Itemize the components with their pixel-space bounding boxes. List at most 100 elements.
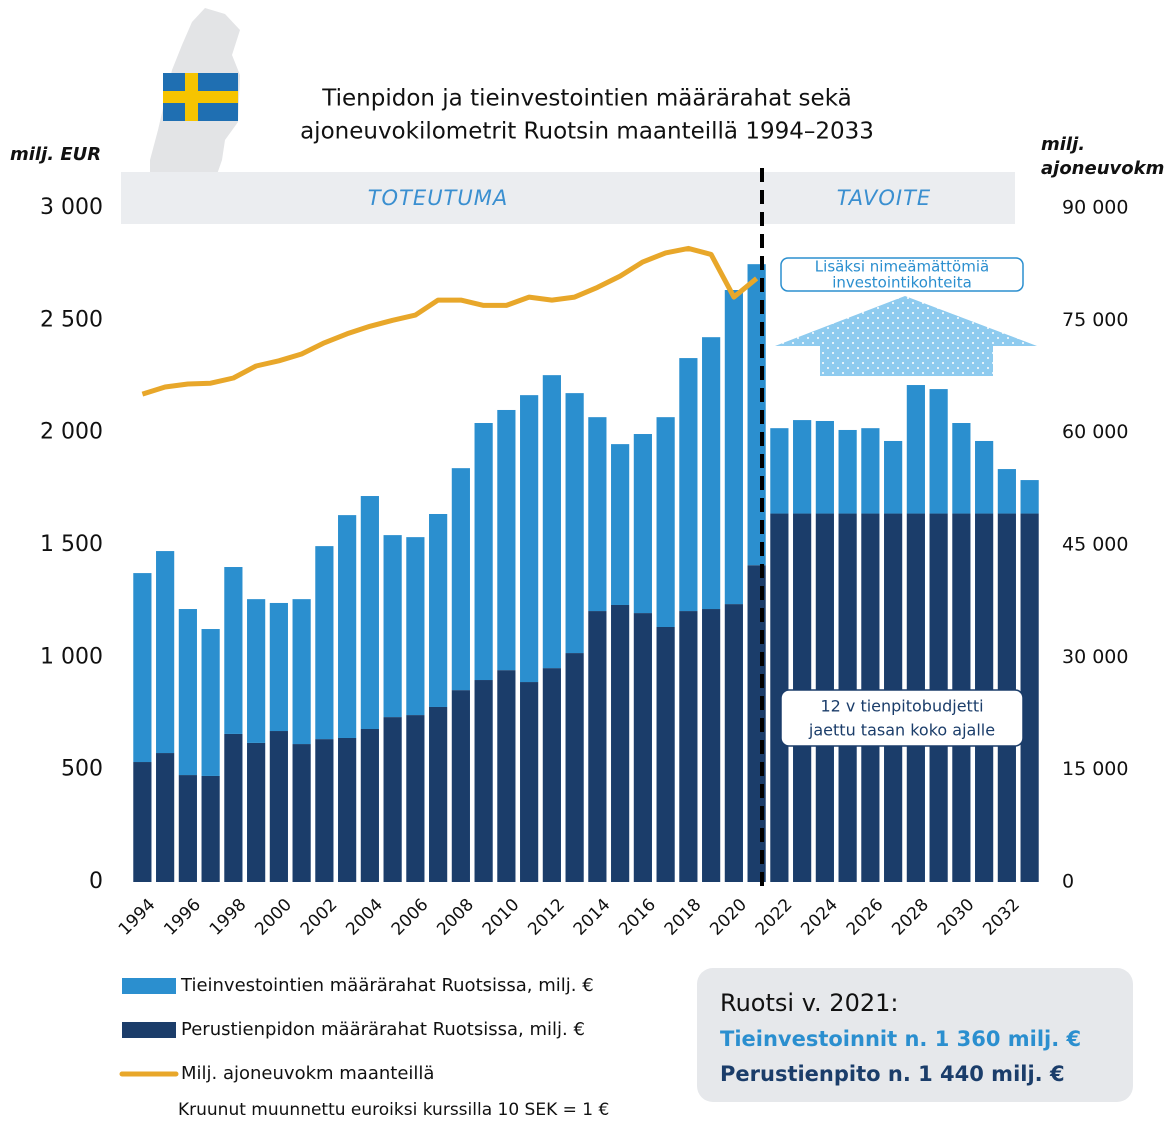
x-tick-label: 1994 bbox=[115, 895, 160, 940]
y-axis-label: milj. EUR bbox=[10, 144, 101, 165]
y-tick-label: 3 000 bbox=[40, 195, 103, 220]
y-tick-label: 500 bbox=[61, 757, 103, 782]
bar-segment bbox=[247, 599, 266, 743]
line bbox=[141, 245, 759, 397]
bar-segment bbox=[1020, 513, 1039, 882]
bar-segment bbox=[702, 337, 721, 610]
x-tick-label: 2002 bbox=[297, 895, 342, 940]
bar-segment bbox=[383, 717, 402, 882]
bar-segment bbox=[406, 715, 425, 882]
bar-segment bbox=[406, 537, 425, 716]
y2-tick-label: 0 bbox=[1062, 871, 1074, 893]
x-tick-label: 2018 bbox=[661, 895, 706, 940]
y2-tick-label: 30 000 bbox=[1062, 646, 1128, 668]
x-tick-label: 2032 bbox=[979, 895, 1024, 940]
bar-segment bbox=[201, 629, 220, 776]
bar-segment bbox=[451, 468, 470, 691]
x-tick-label: 2022 bbox=[752, 895, 797, 940]
bar-segment bbox=[633, 613, 652, 882]
bar-segment bbox=[542, 375, 561, 669]
chart-title: Tienpidon ja tieinvestointien määrärahat… bbox=[321, 86, 851, 112]
bar-segment bbox=[224, 567, 243, 734]
bar-segment bbox=[542, 668, 561, 882]
bar-segment bbox=[702, 609, 721, 882]
x-tick-label: 2000 bbox=[251, 895, 296, 940]
bar-segment bbox=[588, 611, 607, 882]
period-label: TOTEUTUMA bbox=[368, 186, 509, 210]
y2-tick-label: 90 000 bbox=[1062, 197, 1128, 219]
y-tick-label: 2 500 bbox=[40, 307, 103, 332]
bar-segment bbox=[247, 742, 266, 882]
bar-segment bbox=[133, 573, 152, 763]
y2-axis-label: milj. bbox=[1041, 134, 1085, 155]
x-tick-label: 2004 bbox=[342, 895, 387, 940]
arrow bbox=[775, 296, 1037, 376]
flag-sweden bbox=[163, 73, 238, 121]
bar-segment bbox=[770, 513, 789, 882]
bar-segment bbox=[201, 775, 220, 882]
y-tick-label: 1 500 bbox=[40, 532, 103, 557]
y-tick-label: 0 bbox=[89, 869, 103, 894]
bar-segment bbox=[315, 546, 334, 740]
bar-segment bbox=[997, 469, 1016, 514]
bar-segment bbox=[679, 358, 698, 612]
bar-segment bbox=[838, 429, 857, 514]
x-tick-label: 2016 bbox=[615, 895, 660, 940]
summary-title: Ruotsi v. 2021: bbox=[720, 989, 898, 1017]
bar-segment bbox=[724, 604, 743, 882]
bar-segment bbox=[565, 653, 584, 882]
bar-segment bbox=[224, 733, 243, 882]
bar-segment bbox=[156, 753, 175, 882]
x-tick-label: 2030 bbox=[934, 895, 979, 940]
bar-segment bbox=[679, 611, 698, 882]
bar-segment bbox=[633, 434, 652, 614]
x-tick-label: 2006 bbox=[388, 895, 433, 940]
y-tick-label: 1 000 bbox=[40, 644, 103, 669]
y2-tick-label: 45 000 bbox=[1062, 534, 1128, 556]
bar-segment bbox=[611, 444, 630, 605]
bar-segment bbox=[656, 417, 675, 628]
period-band bbox=[121, 172, 1015, 224]
annotation: investointikohteita bbox=[832, 274, 972, 292]
legend-swatch bbox=[122, 1022, 176, 1038]
bar-segment bbox=[793, 420, 812, 514]
bar-segment bbox=[861, 428, 880, 514]
x-tick-label: 2012 bbox=[524, 895, 569, 940]
bar-segment bbox=[315, 739, 334, 882]
legend-label: Perustienpidon määrärahat Ruotsissa, mil… bbox=[181, 1019, 585, 1040]
chart-title: ajoneuvokilometrit Ruotsin maanteillä 19… bbox=[300, 119, 874, 145]
y2-tick-label: 75 000 bbox=[1062, 309, 1128, 331]
legend-label: Milj. ajoneuvokm maanteillä bbox=[181, 1063, 434, 1084]
bar-segment bbox=[1020, 480, 1039, 514]
summary-line: Perustienpito n. 1 440 milj. € bbox=[720, 1062, 1065, 1086]
x-tick-label: 2020 bbox=[706, 895, 751, 940]
y2-axis-label: ajoneuvokm bbox=[1041, 158, 1164, 179]
bar-segment bbox=[520, 682, 539, 882]
summary-line: Tieinvestoinnit n. 1 360 milj. € bbox=[720, 1027, 1081, 1051]
x-tick-label: 1998 bbox=[206, 895, 251, 940]
bar-segment bbox=[906, 385, 925, 514]
bar-segment bbox=[520, 395, 539, 683]
bar-segment bbox=[747, 565, 766, 882]
note: Kruunut muunnettu euroiksi kurssilla 10 … bbox=[178, 1100, 609, 1120]
summary-box bbox=[697, 968, 1133, 1102]
bar-segment bbox=[360, 729, 379, 882]
bar-segment bbox=[975, 440, 994, 514]
annotation: Lisäksi nimeämättömiä bbox=[815, 258, 989, 276]
bar-segment bbox=[884, 440, 903, 514]
annotation-box bbox=[780, 257, 1024, 292]
bar-segment bbox=[656, 627, 675, 882]
bar-segment bbox=[565, 393, 584, 654]
y2-tick-label: 60 000 bbox=[1062, 421, 1128, 443]
annotation: 12 v tienpitobudjetti bbox=[820, 697, 983, 716]
bar-segment bbox=[611, 604, 630, 882]
x-tick-label: 1996 bbox=[160, 895, 205, 940]
bar-segment bbox=[815, 420, 834, 514]
bar-segment bbox=[338, 737, 357, 882]
y-tick-label: 2 000 bbox=[40, 420, 103, 445]
bar-segment bbox=[952, 423, 971, 514]
x-tick-label: 2024 bbox=[797, 895, 842, 940]
x-tick-label: 2010 bbox=[479, 895, 524, 940]
bar-segment bbox=[474, 423, 493, 681]
